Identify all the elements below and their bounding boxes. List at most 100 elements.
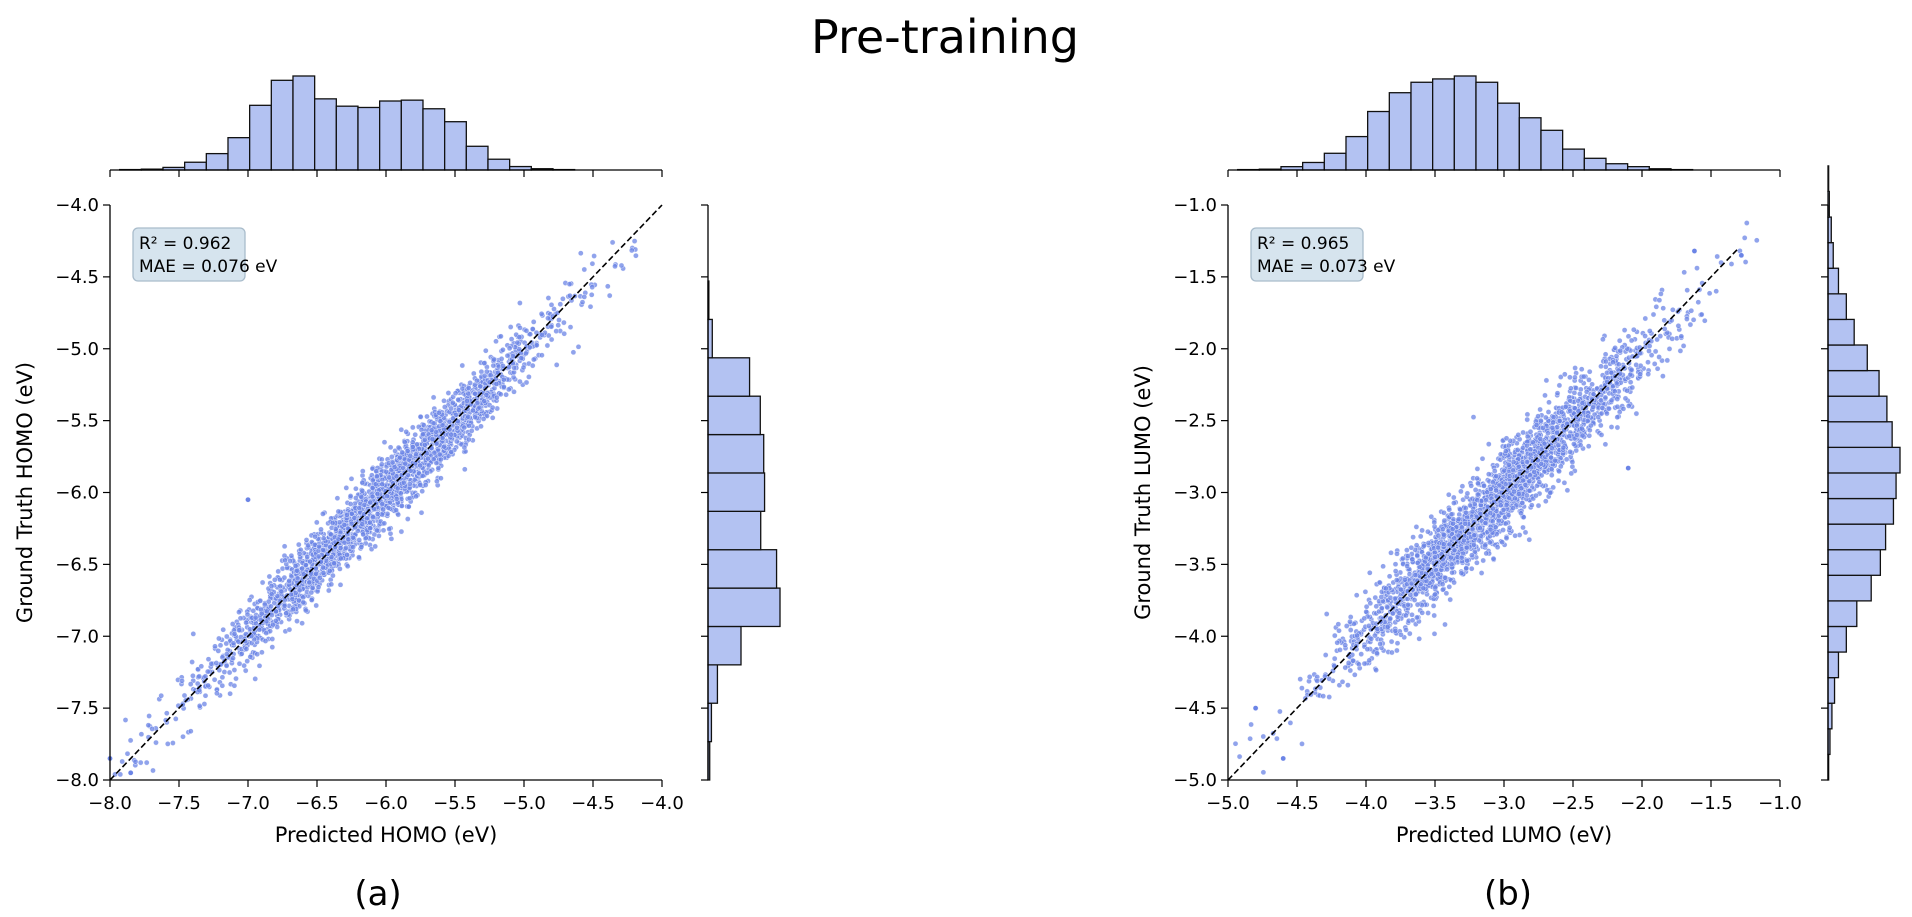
scatter-point	[1372, 594, 1379, 601]
x-axis-label: Predicted HOMO (eV)	[275, 823, 498, 847]
scatter-point	[531, 356, 537, 363]
scatter-point	[588, 291, 595, 298]
scatter-point	[243, 619, 249, 626]
scatter-point	[450, 415, 456, 422]
scatter-point	[313, 602, 320, 609]
scatter-point	[1457, 506, 1463, 513]
scatter-point	[119, 758, 125, 765]
scatter-point	[1306, 674, 1313, 680]
scatter-point	[261, 601, 268, 608]
scatter-point	[334, 495, 341, 502]
scatter-point	[1647, 328, 1653, 334]
scatter-point	[272, 618, 279, 624]
scatter-point	[1714, 253, 1720, 260]
scatter-point	[1479, 455, 1486, 462]
scatter-point	[1342, 664, 1349, 671]
scatter-point	[1562, 371, 1568, 378]
scatter-point	[1524, 433, 1531, 440]
histogram-bar	[487, 158, 511, 171]
scatter-point	[477, 383, 484, 390]
scatter-point	[1626, 403, 1632, 409]
scatter-point	[1392, 595, 1398, 602]
x-tick-label: −4.0	[640, 793, 684, 814]
scatter-point	[397, 454, 403, 461]
scatter-point	[1706, 290, 1713, 297]
scatter-point	[243, 646, 250, 652]
scatter-point	[221, 669, 228, 675]
scatter-point	[1480, 557, 1486, 564]
scatter-point	[231, 682, 238, 689]
scatter-point	[1449, 569, 1455, 576]
scatter-point	[369, 493, 376, 500]
histogram-bar	[465, 145, 489, 171]
scatter-point	[1524, 416, 1530, 423]
scatter-point	[1347, 614, 1354, 620]
scatter-point	[380, 506, 387, 513]
scatter-point	[1515, 432, 1522, 438]
scatter-point	[245, 496, 251, 503]
scatter-point	[1571, 405, 1578, 412]
y-tick-label: −6.0	[55, 483, 99, 504]
scatter-point	[132, 758, 139, 765]
scatter-point	[353, 485, 359, 492]
scatter-point	[1431, 612, 1437, 619]
scatter-point	[1616, 337, 1623, 344]
scatter-point	[358, 493, 365, 500]
scatter-point	[578, 250, 584, 256]
scatter-point	[1464, 557, 1470, 564]
scatter-point	[1568, 385, 1574, 392]
scatter-point	[320, 511, 326, 517]
scatter-point	[1347, 618, 1353, 625]
scatter-point	[269, 644, 276, 650]
scatter-point	[1394, 647, 1400, 654]
scatter-point	[274, 624, 281, 630]
scatter-point	[553, 362, 560, 368]
scatter-point	[138, 731, 145, 738]
scatter-point	[1456, 511, 1463, 518]
histogram-bar	[707, 357, 751, 397]
histogram-bar	[707, 625, 742, 666]
scatter-point	[313, 519, 320, 526]
scatter-point	[1354, 632, 1360, 639]
scatter-point	[1586, 432, 1593, 439]
scatter-point	[242, 667, 249, 674]
scatter-point	[566, 281, 573, 287]
scatter-point	[1474, 560, 1480, 566]
scatter-point	[158, 692, 164, 699]
scatter-point	[1494, 544, 1501, 551]
scatter-point	[529, 362, 536, 369]
scatter-point	[198, 663, 205, 670]
r-squared-text: R² = 0.962	[139, 234, 231, 254]
scatter-point	[256, 663, 263, 669]
scatter-point	[1444, 566, 1450, 573]
scatter-point	[548, 323, 555, 330]
histogram-bar	[707, 472, 766, 512]
scatter-point	[1675, 322, 1682, 329]
scatter-point	[448, 405, 454, 412]
scatter-point	[483, 392, 490, 398]
scatter-point	[1403, 612, 1409, 619]
scatter-point	[591, 253, 597, 259]
scatter-point	[1661, 317, 1668, 324]
scatter-point	[422, 482, 429, 488]
scatter-point	[1535, 502, 1542, 509]
scatter-point	[1398, 632, 1404, 638]
scatter-point	[268, 591, 275, 598]
scatter-point	[320, 570, 327, 576]
scatter-point	[1571, 389, 1578, 396]
scatter-point	[1236, 753, 1243, 760]
scatter-point	[386, 526, 393, 532]
scatter-point	[1442, 575, 1448, 581]
scatter-point	[1386, 573, 1393, 580]
scatter-point	[1577, 442, 1584, 449]
scatter-point	[1411, 597, 1418, 603]
scatter-point	[555, 322, 562, 329]
scatter-point	[404, 516, 411, 522]
scatter-point	[407, 453, 414, 459]
scatter-point	[459, 362, 466, 369]
scatter-point	[262, 638, 269, 644]
scatter-point	[445, 390, 452, 396]
scatter-point	[459, 385, 466, 392]
scatter-point	[367, 525, 373, 532]
scatter-point	[320, 535, 327, 542]
